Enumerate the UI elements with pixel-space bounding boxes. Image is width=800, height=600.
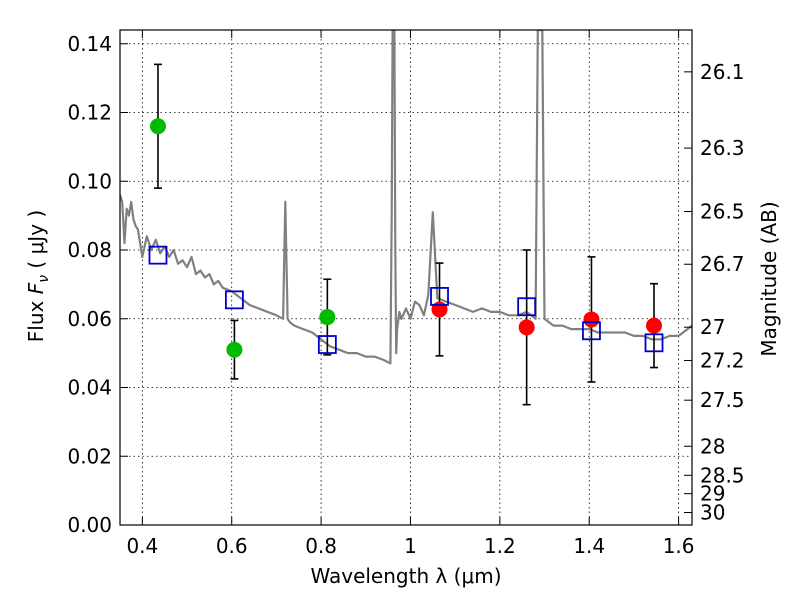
y-axis-title-suffix: ( μJy )	[24, 210, 48, 275]
data-point-circle	[583, 311, 600, 328]
y-tick-label: 0.14	[67, 32, 112, 56]
y2-tick-label: 27.5	[700, 388, 745, 412]
x-axis-ticks: 0.4 0.6 0.8 1 1.2 1.4 1.6	[126, 30, 695, 558]
y-tick-label: 0.02	[67, 444, 112, 468]
y2-tick-label: 27	[700, 315, 725, 339]
data-point-circle	[319, 309, 336, 326]
y-axis-title-subscript: ν	[36, 275, 52, 283]
data-point-circle	[431, 301, 448, 318]
y2-tick-label: 26.7	[700, 252, 745, 276]
model-point-square	[430, 287, 449, 306]
x-tick-label: 1.2	[484, 534, 516, 558]
data-point-circle	[518, 319, 535, 336]
data-point-circle	[149, 118, 166, 135]
model-point-square	[317, 335, 337, 354]
y2-tick-label: 26.1	[700, 60, 745, 84]
model-point-square	[148, 245, 168, 265]
x-tick-label: 0.6	[216, 534, 248, 558]
y2-tick-label: 29	[700, 482, 725, 506]
y-axis-title: Flux Fν ( μJy )	[24, 210, 52, 342]
y-axis-title-symbol: F	[24, 282, 48, 294]
y2-tick-label: 26.5	[700, 199, 745, 223]
y-tick-label: 0.04	[67, 376, 112, 400]
y-axis-ticks: 0.00 0.02 0.04 0.06 0.08 0.10 0.12 0.14	[67, 32, 128, 537]
y-tick-label: 0.00	[67, 513, 112, 537]
x-tick-label: 1.6	[663, 534, 695, 558]
y-tick-label: 0.12	[67, 101, 112, 125]
plot-area	[120, 30, 692, 406]
x-tick-label: 0.8	[305, 534, 337, 558]
y-axis-title-prefix: Flux	[24, 294, 48, 342]
y2-tick-label: 30	[700, 501, 725, 525]
spectrum-line	[120, 30, 692, 365]
y2-tick-label: 28	[700, 434, 725, 458]
data-markers	[148, 118, 664, 358]
x-tick-label: 0.4	[126, 534, 158, 558]
error-bars	[153, 63, 659, 406]
x-tick-label: 1.4	[573, 534, 605, 558]
model-point-square	[582, 321, 601, 341]
y2-tick-label: 27.2	[700, 348, 745, 372]
y-tick-label: 0.06	[67, 307, 112, 331]
x-tick-label: 1	[404, 534, 417, 558]
model-point-square	[224, 290, 244, 310]
x-axis-title: Wavelength λ (μm)	[310, 564, 501, 588]
grid	[120, 30, 692, 526]
plot-frame	[119, 29, 693, 526]
y2-tick-label: 26.3	[700, 136, 745, 160]
y2-tick-label: 28.5	[700, 463, 745, 487]
data-point-circle	[226, 341, 243, 358]
y-tick-label: 0.10	[67, 169, 112, 193]
y2-axis-title: Magnitude (AB)	[757, 201, 781, 356]
model-point-square	[644, 333, 664, 353]
model-point-square	[517, 297, 537, 317]
data-point-circle	[646, 317, 663, 334]
spectrum-series	[120, 30, 692, 365]
y-tick-label: 0.08	[67, 238, 112, 262]
